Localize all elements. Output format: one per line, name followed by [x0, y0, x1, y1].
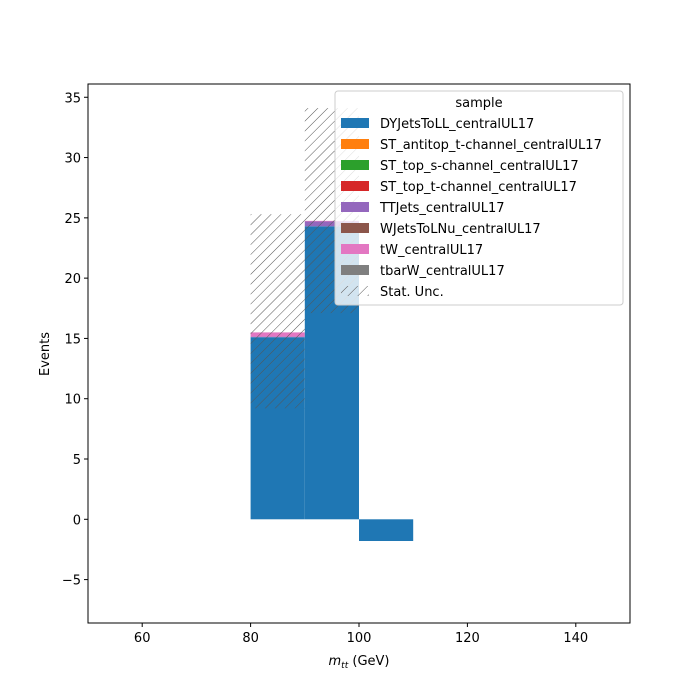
x-axis: 60 80 100 120 140	[134, 623, 588, 646]
legend-items: DYJetsToLL_centralUL17 ST_antitop_t-chann…	[341, 117, 602, 300]
legend-label-tw-centralul17: tW_centralUL17	[380, 243, 483, 258]
y-tick-label: 0	[73, 513, 81, 528]
legend-swatch-ttjets-centralul17	[341, 202, 369, 212]
x-tick-label: 120	[455, 631, 480, 646]
x-axis-label-main: m	[329, 654, 342, 669]
y-axis: −5 0 5 10 15 20 25 30 35	[62, 91, 88, 589]
legend-label-stat-unc-: Stat. Unc.	[380, 285, 444, 300]
x-axis-label-subscript: tt	[341, 661, 349, 671]
legend-frame	[334, 90, 624, 306]
legend-label-st-top-s-channel-centralul17: ST_top_s-channel_centralUL17	[380, 159, 579, 174]
y-tick-label: 5	[73, 453, 81, 468]
bar-dyjetstoll-centralul17-bin-2	[359, 519, 414, 542]
legend-swatch-dyjetstoll-centralul17	[341, 118, 369, 128]
legend-swatch-tw-centralul17	[341, 244, 369, 254]
legend-swatch-st-antitop-t-channel-centralul17	[341, 139, 369, 149]
legend-label-tbarw-centralul17: tbarW_centralUL17	[380, 264, 505, 279]
legend-label-ttjets-centralul17: TTJets_centralUL17	[379, 201, 505, 216]
x-axis-label-unit: (GeV)	[348, 654, 389, 669]
y-axis-label: Events	[38, 332, 53, 376]
y-tick-label: 25	[64, 212, 81, 227]
legend-title: sample	[455, 96, 502, 111]
x-axis-label: mtt (GeV)	[329, 654, 390, 671]
x-tick-label: 80	[242, 631, 259, 646]
legend-swatch-wjetstolnu-centralul17	[341, 223, 369, 233]
legend-label-st-antitop-t-channel-centralul17: ST_antitop_t-channel_centralUL17	[380, 138, 602, 153]
y-tick-label: 10	[64, 393, 81, 408]
x-tick-label: 100	[347, 631, 372, 646]
legend-label-st-top-t-channel-centralul17: ST_top_t-channel_centralUL17	[380, 180, 577, 195]
y-tick-label: −5	[62, 574, 81, 589]
legend-swatch-tbarw-centralul17	[341, 265, 369, 275]
legend-label-dyjetstoll-centralul17: DYJetsToLL_centralUL17	[380, 117, 534, 132]
y-tick-label: 20	[64, 272, 81, 287]
legend-label-wjetstolnu-centralul17: WJetsToLNu_centralUL17	[380, 222, 541, 237]
stat-unc-band-bin-0	[250, 214, 305, 409]
legend-swatch-st-top-t-channel-centralul17	[341, 181, 369, 191]
legend-swatch-st-top-s-channel-centralul17	[341, 160, 369, 170]
x-tick-label: 60	[134, 631, 151, 646]
legend: sample DYJetsToLL_centralUL17 ST_antitop_…	[334, 90, 624, 306]
x-tick-label: 140	[563, 631, 588, 646]
legend-swatch-stat-unc-	[341, 286, 369, 296]
y-tick-label: 35	[64, 91, 81, 106]
y-tick-label: 15	[64, 332, 81, 347]
y-tick-label: 30	[64, 152, 81, 167]
